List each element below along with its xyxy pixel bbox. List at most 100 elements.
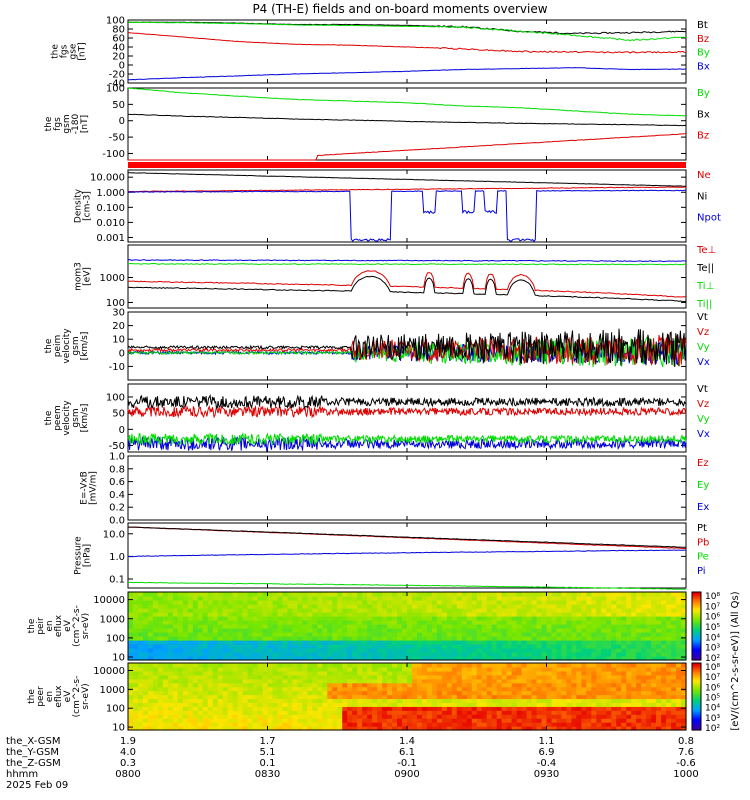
spectrogram-cell [162, 604, 169, 609]
spectrogram-cell [387, 718, 393, 723]
spectrogram-cell [491, 640, 498, 645]
spectrogram-cell [222, 686, 229, 692]
spectrogram-cell [411, 718, 418, 723]
spectrogram-cell [382, 686, 388, 692]
spectrogram-cell [377, 624, 383, 629]
spectrogram-cell [217, 596, 224, 601]
spectrogram-cell [137, 640, 144, 645]
spectrogram-cell [297, 674, 303, 680]
spectrogram-cell [571, 592, 577, 597]
spectrogram-cell [496, 674, 503, 680]
spectrogram-cell [307, 600, 313, 605]
legend-Te⊥: Te⊥ [696, 245, 716, 256]
spectrogram-cell [561, 702, 568, 707]
colorbar-cell [692, 631, 701, 634]
spectrogram-cell [212, 596, 219, 601]
spectrogram-cell [416, 663, 423, 668]
spectrogram-cell [222, 702, 229, 707]
spectrogram-cell [561, 628, 568, 633]
spectrogram-cell [342, 604, 348, 609]
spectrogram-cell [611, 666, 617, 672]
y-tick-label: 1000 [100, 685, 125, 696]
spectrogram-cell [486, 674, 493, 680]
spectrogram-cell [676, 608, 682, 613]
spectrogram-cell [327, 698, 333, 704]
spectrogram-cell [681, 652, 687, 657]
spectrogram-cell [177, 722, 184, 727]
spectrogram-cell [446, 648, 453, 653]
spectrogram-cell [262, 604, 269, 609]
spectrogram-cell [392, 666, 398, 672]
spectrogram-cell [147, 690, 154, 696]
colorbar-cell [692, 668, 701, 671]
spectrogram-cell [252, 722, 259, 727]
spectrogram-cell [461, 674, 468, 680]
spectrogram-cell [372, 706, 378, 711]
spectrogram-cell [162, 616, 169, 621]
spectrogram-cell [561, 652, 568, 657]
spectrogram-cell [287, 698, 294, 704]
spectrogram-cell [436, 592, 443, 597]
spectrogram-cell [636, 604, 642, 609]
spectrogram-cell [192, 608, 199, 613]
spectrogram-cell [521, 628, 528, 633]
spectrogram-cell [576, 624, 582, 629]
spectrogram-cell [297, 628, 303, 633]
spectrogram-cell [651, 670, 657, 676]
spectrogram-cell [137, 652, 144, 657]
spectrogram-cell [207, 663, 214, 668]
spectrogram-cell [342, 690, 348, 696]
spectrogram-cell [192, 686, 199, 692]
spectrogram-cell [556, 722, 563, 727]
spectrogram-cell [202, 682, 209, 688]
spectrogram-cell [656, 596, 662, 601]
spectrogram-cell [451, 670, 458, 676]
spectrogram-cell [252, 608, 259, 613]
spectrogram-cell [421, 710, 428, 715]
spectrogram-cell [282, 644, 289, 649]
spectrogram-cell [551, 666, 558, 672]
spectrogram-cell [656, 682, 662, 688]
colorbar-cell [692, 639, 701, 642]
spectrogram-cell [332, 674, 338, 680]
spectrogram-cell [446, 636, 453, 641]
spectrogram-cell [402, 678, 408, 684]
spectrogram-cell [152, 674, 159, 680]
spectrogram-cell [471, 674, 478, 680]
spectrogram-cell [167, 600, 174, 605]
spectrogram-cell [501, 678, 508, 684]
spectrogram-cell [461, 706, 468, 711]
spectrogram-cell [232, 636, 239, 641]
spectrogram-cell [172, 592, 179, 597]
spectrogram-cell [237, 592, 244, 597]
spectrogram-cell [292, 632, 298, 637]
spectrogram-cell [476, 674, 483, 680]
spectrogram-cell [676, 592, 682, 597]
spectrogram-cell [332, 612, 338, 617]
spectrogram-cell [342, 632, 348, 637]
spectrogram-cell [431, 702, 438, 707]
spectrogram-cell [651, 640, 657, 645]
spectrogram-cell [436, 710, 443, 715]
spectrogram-cell [252, 694, 259, 700]
spectrogram-cell [426, 686, 433, 692]
spectrogram-cell [237, 726, 244, 731]
spectrogram-cell [157, 608, 164, 613]
spectrogram-cell [596, 690, 602, 696]
spectrogram-cell [611, 663, 617, 668]
spectrogram-cell [297, 666, 303, 672]
spectrogram-cell [511, 663, 518, 668]
spectrogram-cell [486, 620, 493, 625]
spectrogram-cell [411, 710, 418, 715]
spectrogram-cell [426, 706, 433, 711]
spectrogram-cell [152, 620, 159, 625]
spectrogram-cell [162, 644, 169, 649]
spectrogram-cell [292, 620, 298, 625]
spectrogram-cell [252, 656, 259, 661]
spectrogram-cell [232, 714, 239, 719]
spectrogram-cell [407, 666, 413, 672]
spectrogram-cell [521, 722, 528, 727]
spectrogram-cell [407, 694, 413, 700]
spectrogram-cell [426, 628, 433, 633]
spectrogram-cell [441, 694, 448, 700]
